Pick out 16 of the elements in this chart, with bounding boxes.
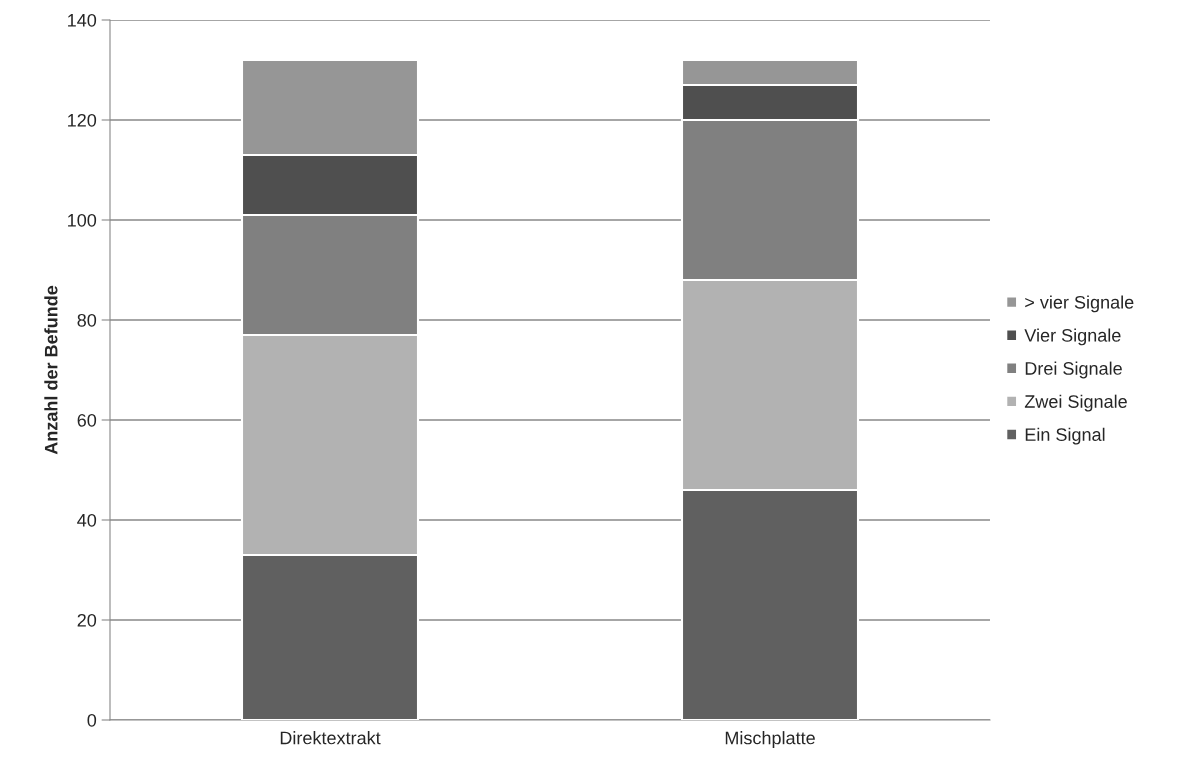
legend-label: Zwei Signale xyxy=(1024,394,1127,412)
y-tick-label: 120 xyxy=(68,113,97,127)
y-tick-label: 0 xyxy=(87,713,97,727)
y-tick-label: 80 xyxy=(77,313,97,327)
y-tick-label: 60 xyxy=(77,413,97,427)
y-tick-label: 100 xyxy=(68,213,97,227)
legend-label: Drei Signale xyxy=(1025,361,1122,379)
legend-label: Vier Signale xyxy=(1024,328,1121,346)
y-tick-label: 140 xyxy=(68,13,97,27)
legend-label: > vier Signale xyxy=(1025,295,1134,313)
x-tick-label: Mischplatte xyxy=(725,731,815,748)
y-tick-label: 40 xyxy=(77,513,97,527)
y-tick-label: 20 xyxy=(77,613,97,627)
x-tick-label: Direktextrakt xyxy=(280,731,381,745)
legend-label: Ein Signal xyxy=(1025,427,1105,445)
y-axis-title: Anzahl der Befunde xyxy=(44,285,58,455)
